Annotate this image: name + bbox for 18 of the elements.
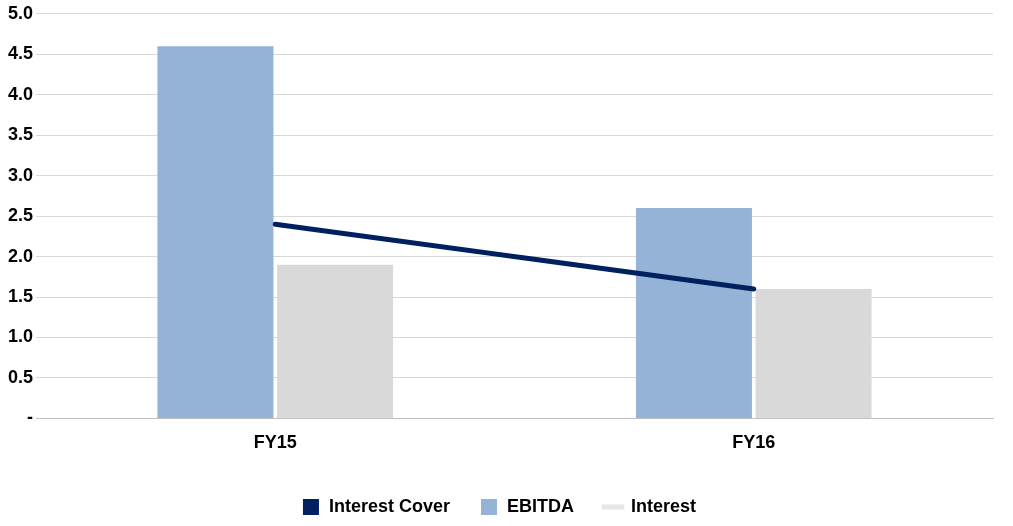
y-tick-label: 3.5: [7, 124, 34, 145]
bar: [157, 46, 274, 418]
legend-label: Interest Cover: [328, 495, 451, 516]
y-tick-label: 1.5: [7, 285, 34, 306]
y-tick-label: 5.0: [7, 2, 34, 23]
y-tick-label: -: [27, 407, 34, 428]
y-tick-label: 3.0: [7, 164, 34, 185]
bar: [635, 208, 752, 418]
x-tick-label: FY16: [732, 432, 776, 453]
y-tick-label: 1.0: [7, 326, 34, 347]
y-tick-label: 4.0: [7, 83, 34, 104]
y-tick-label: 2.5: [7, 205, 34, 226]
y-tick-label: 0.5: [7, 366, 34, 387]
legend-label: Interest: [631, 495, 697, 516]
y-tick-label: 2.0: [7, 245, 34, 266]
y-tick-label: 4.5: [7, 43, 34, 64]
legend-label: EBITDA: [507, 495, 575, 516]
x-tick-label: FY15: [253, 432, 297, 453]
